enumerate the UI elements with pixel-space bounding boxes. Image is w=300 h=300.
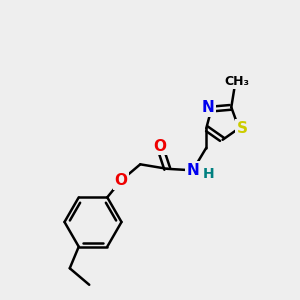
Text: H: H <box>202 167 214 181</box>
Text: O: O <box>153 139 166 154</box>
Text: S: S <box>236 121 247 136</box>
Text: N: N <box>202 100 215 115</box>
Text: N: N <box>186 163 199 178</box>
Text: O: O <box>114 173 127 188</box>
Text: CH₃: CH₃ <box>224 75 249 88</box>
